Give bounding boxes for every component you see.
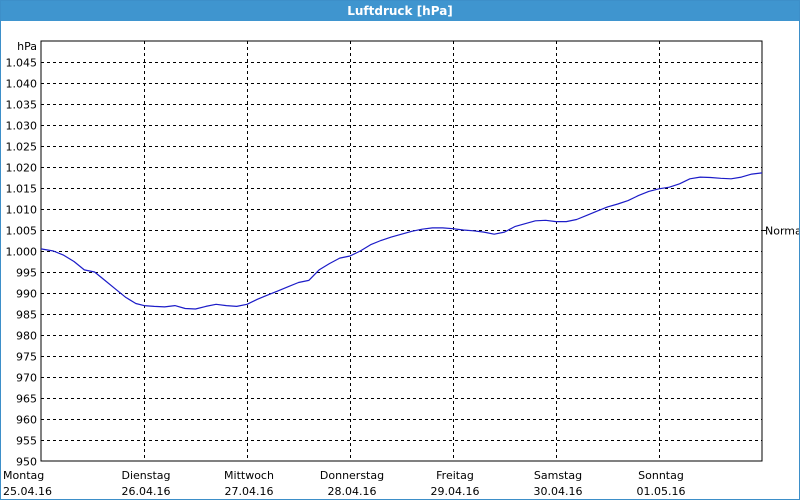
y-tick-label: 1.010 xyxy=(6,204,38,217)
x-tick-day: Sonntag xyxy=(638,469,684,482)
y-tick-label: 1.025 xyxy=(6,141,38,154)
grid xyxy=(41,41,762,461)
x-tick-date: 27.04.16 xyxy=(225,485,274,498)
y-tick-label: 970 xyxy=(16,372,37,385)
y-axis-label: hPa xyxy=(17,40,37,53)
x-tick-day: Dienstag xyxy=(121,469,170,482)
y-tick-label: 1.000 xyxy=(6,246,38,259)
y-tick-label: 950 xyxy=(16,456,37,469)
y-tick-label: 960 xyxy=(16,414,37,427)
x-tick-date: 30.04.16 xyxy=(534,485,583,498)
y-tick-label: 1.015 xyxy=(6,183,38,196)
y-tick-label: 975 xyxy=(16,351,37,364)
x-tick-date: 25.04.16 xyxy=(3,485,52,498)
x-tick-day: Samstag xyxy=(534,469,582,482)
y-tick-label: 965 xyxy=(16,393,37,406)
y-tick-label: 1.040 xyxy=(6,78,38,91)
x-tick-date: 28.04.16 xyxy=(328,485,377,498)
reference-label: Normal xyxy=(765,225,799,238)
y-tick-label: 980 xyxy=(16,330,37,343)
series-line xyxy=(40,172,763,310)
y-tick-label: 1.045 xyxy=(6,57,38,70)
y-tick-label: 995 xyxy=(16,267,37,280)
x-tick-day: Mittwoch xyxy=(224,469,274,482)
y-tick-label: 1.035 xyxy=(6,99,38,112)
tick-labels: 950 955 960 965 970 975 980 985 990 995 1.000 1.005… xyxy=(3,40,799,498)
series xyxy=(40,172,763,310)
axes xyxy=(40,40,766,462)
y-tick-label: 985 xyxy=(16,309,37,322)
x-tick-day: Donnerstag xyxy=(320,469,384,482)
x-tick-day: Montag xyxy=(3,469,44,482)
window-title: Luftdruck [hPa] xyxy=(1,1,799,21)
x-tick-day: Freitag xyxy=(436,469,474,482)
y-tick-label: 990 xyxy=(16,288,37,301)
x-tick-date: 01.05.16 xyxy=(637,485,686,498)
y-tick-label: 1.030 xyxy=(6,120,38,133)
y-tick-label: 955 xyxy=(16,435,37,448)
y-tick-label: 1.005 xyxy=(6,225,38,238)
x-tick-date: 29.04.16 xyxy=(431,485,480,498)
plot-frame xyxy=(40,40,763,462)
x-tick-date: 26.04.16 xyxy=(122,485,171,498)
y-tick-label: 1.020 xyxy=(6,162,38,175)
